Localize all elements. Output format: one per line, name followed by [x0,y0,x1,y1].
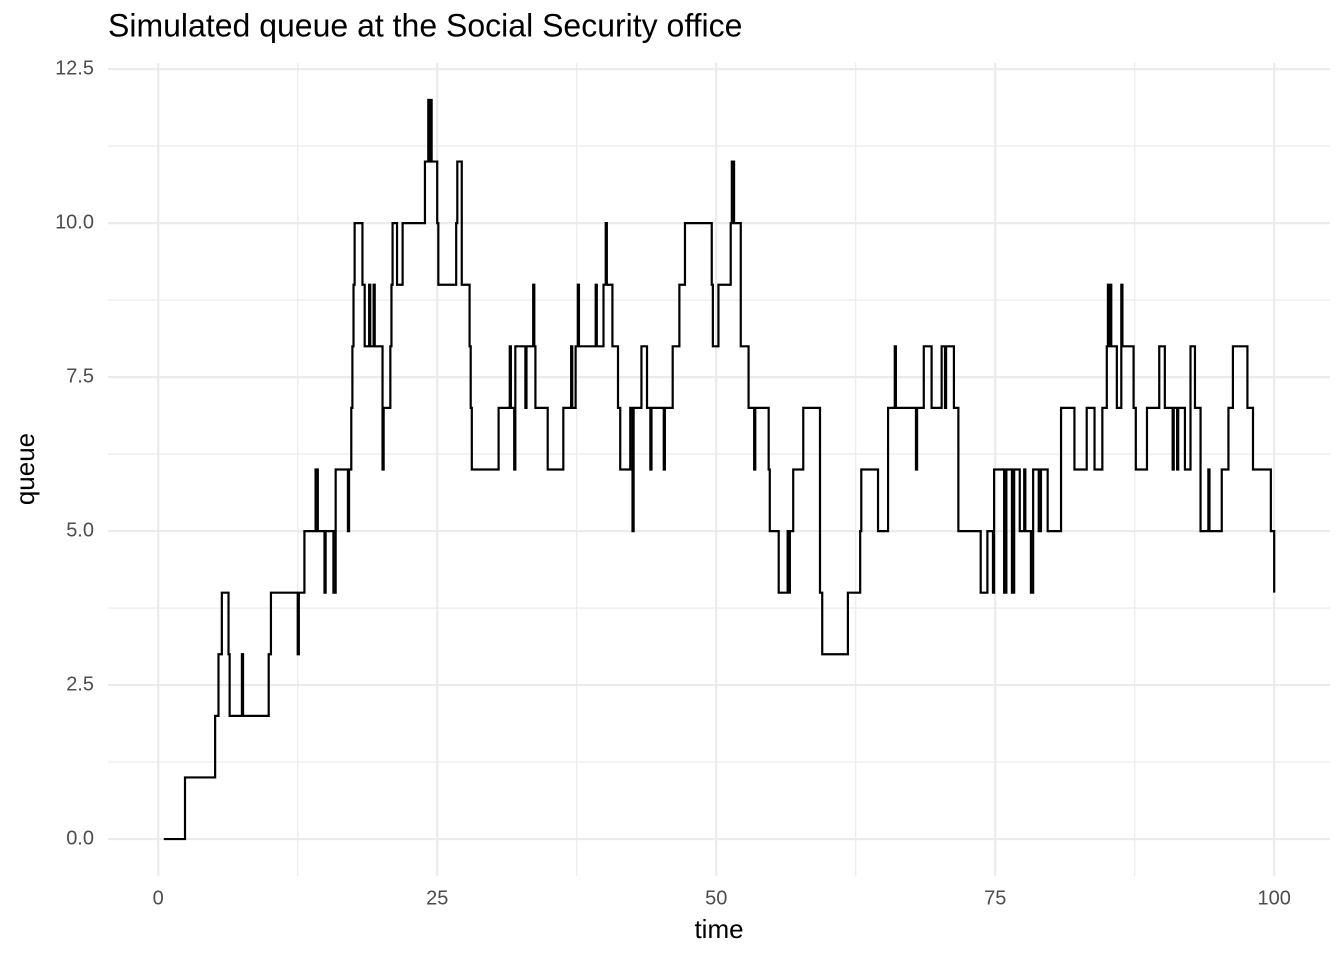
x-tick-label: 75 [984,887,1006,909]
y-tick-label: 5.0 [66,519,94,541]
x-tick-label: 0 [153,887,164,909]
chart-title: Simulated queue at the Social Security o… [108,7,742,43]
x-tick-label: 25 [426,887,448,909]
queue-line [163,98,1276,841]
y-tick-label: 0.0 [66,827,94,849]
y-tick-label: 2.5 [66,673,94,695]
y-tick-label: 12.5 [55,57,94,79]
x-axis-label: time [694,914,743,944]
x-tick-label: 50 [705,887,727,909]
y-axis-label: queue [10,433,40,505]
y-tick-label: 7.5 [66,365,94,387]
x-tick-label: 100 [1258,887,1291,909]
y-tick-label: 10.0 [55,211,94,233]
